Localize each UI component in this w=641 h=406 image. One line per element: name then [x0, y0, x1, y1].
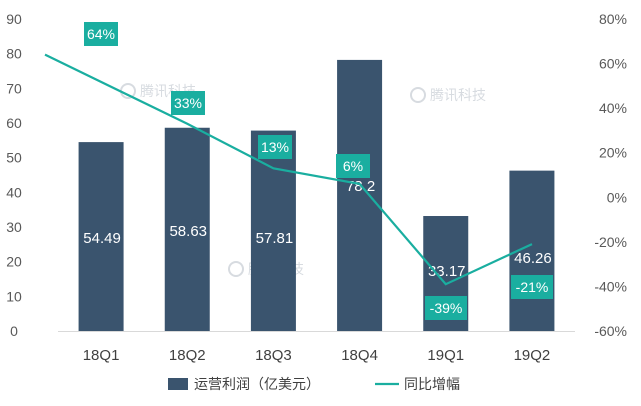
x-tick-label: 19Q1	[427, 347, 464, 364]
x-tick-label: 18Q4	[341, 347, 378, 364]
growth-value-label: 64%	[87, 26, 115, 42]
growth-label-box	[171, 91, 205, 115]
growth-line	[44, 53, 533, 286]
y-right-tick-label: 80%	[599, 11, 627, 27]
y-right-tick-label: 40%	[599, 100, 627, 116]
growth-value-label: -21%	[516, 279, 549, 295]
y-right-tick-label: -40%	[594, 278, 627, 294]
x-tick-label: 19Q2	[514, 347, 551, 364]
watermark: 腾讯科技	[410, 87, 486, 104]
growth-label-box	[336, 154, 370, 178]
legend-line-label: 同比增幅	[404, 377, 460, 393]
bar-value-label: 57.81	[256, 230, 294, 247]
watermark-text: 腾讯科技	[430, 87, 486, 104]
growth-label-box	[511, 275, 553, 299]
bar	[250, 130, 296, 331]
y-right-tick-label: -20%	[594, 234, 627, 250]
bar-value-label: 46.26	[514, 250, 552, 267]
x-tick-label: 18Q1	[83, 347, 120, 364]
x-tick-label: 18Q2	[169, 347, 206, 364]
y-right-tick-label: -60%	[594, 323, 627, 339]
y-left-tick-label: 0	[10, 323, 18, 339]
y-right-tick-label: 60%	[599, 56, 627, 72]
legend-bar-swatch	[168, 378, 188, 390]
growth-value-label: -39%	[430, 300, 463, 316]
growth-value-label: 6%	[343, 158, 363, 174]
y-right-tick-label: 0%	[607, 189, 627, 205]
growth-value-label: 33%	[174, 95, 202, 111]
watermark-icon	[228, 261, 244, 277]
y-left-tick-label: 80	[6, 46, 22, 62]
y-left-tick-label: 10	[6, 288, 22, 304]
y-left-tick-label: 20	[6, 254, 22, 270]
growth-label-box	[258, 135, 292, 159]
growth-value-label: 13%	[261, 139, 289, 155]
y-left-tick-label: 60	[6, 115, 22, 131]
growth-label-box	[84, 22, 118, 46]
watermark-icon	[410, 87, 426, 103]
legend-bar-label: 运营利润（亿美元）	[194, 377, 320, 393]
y-left-tick-label: 50	[6, 150, 22, 166]
y-left-tick-label: 40	[6, 184, 22, 200]
y-left-tick-label: 90	[6, 11, 22, 27]
bar-value-label: 58.63	[169, 223, 207, 240]
y-right-tick-label: 20%	[599, 145, 627, 161]
growth-label-box	[425, 296, 467, 320]
bar	[337, 59, 383, 331]
y-left-tick-label: 70	[6, 80, 22, 96]
y-left-tick-label: 30	[6, 219, 22, 235]
x-tick-label: 18Q3	[255, 347, 292, 364]
bar	[164, 127, 210, 332]
bar	[78, 142, 124, 331]
bar-value-label: 54.49	[83, 230, 121, 247]
